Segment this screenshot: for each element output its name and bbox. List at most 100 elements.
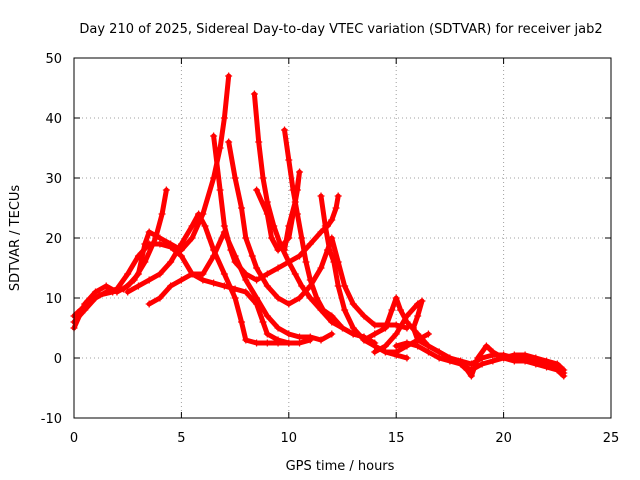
data-point-marker (242, 288, 250, 296)
data-point-marker (263, 210, 271, 218)
data-point-marker (156, 240, 164, 248)
y-tick-label: 10 (45, 292, 62, 307)
data-point-marker (259, 318, 267, 326)
data-point-marker (253, 186, 261, 194)
data-point-marker (371, 342, 379, 350)
data-point-marker (334, 192, 342, 200)
data-point-marker (330, 258, 338, 266)
data-point-marker (253, 276, 261, 284)
data-point-marker (306, 240, 314, 248)
data-point-marker (177, 252, 185, 260)
data-point-marker (145, 300, 153, 308)
data-point-marker (392, 330, 400, 338)
data-point-marker (220, 270, 228, 278)
data-point-marker (274, 264, 282, 272)
data-point-marker (296, 339, 304, 347)
data-point-marker (457, 360, 465, 368)
data-point-marker (349, 324, 357, 332)
data-point-marker (414, 336, 422, 344)
x-axis-label: GPS time / hours (286, 459, 395, 474)
data-point-marker (199, 276, 207, 284)
data-point-marker (381, 348, 389, 356)
data-point-marker (220, 114, 228, 122)
data-point-marker (371, 330, 379, 338)
data-point-marker (302, 258, 310, 266)
data-point-marker (199, 270, 207, 278)
data-point-marker (553, 366, 561, 374)
data-point-marker (210, 279, 218, 287)
data-point-marker (392, 342, 400, 350)
x-tick-label: 10 (281, 431, 298, 446)
data-point-marker (167, 240, 175, 248)
data-point-marker (510, 357, 518, 365)
data-point-marker (124, 282, 132, 290)
y-axis-label: SDTVAR / TECUs (8, 185, 23, 292)
data-point-marker (381, 342, 389, 350)
data-point-marker (285, 222, 293, 230)
data-point-marker (188, 222, 196, 230)
y-tick-label: 40 (45, 112, 62, 127)
data-point-marker (167, 258, 175, 266)
data-point-marker (81, 300, 89, 308)
data-point-marker (231, 174, 239, 182)
data-point-marker (281, 246, 289, 254)
data-point-marker (306, 333, 314, 341)
data-point-marker (145, 276, 153, 284)
data-point-marker (543, 363, 551, 371)
data-point-marker (156, 234, 164, 242)
data-point-marker (521, 357, 529, 365)
series-line (226, 139, 410, 331)
data-point-marker (392, 348, 400, 356)
data-point-marker (274, 339, 282, 347)
data-point-marker (263, 270, 271, 278)
data-point-marker (474, 354, 482, 362)
data-point-marker (253, 294, 261, 302)
data-point-marker (238, 318, 246, 326)
data-point-marker (328, 216, 336, 224)
data-point-marker (317, 264, 325, 272)
data-point-marker (259, 174, 267, 182)
data-point-marker (274, 294, 282, 302)
data-point-marker (227, 246, 235, 254)
data-point-marker (263, 339, 271, 347)
data-point-marker (467, 372, 475, 380)
data-point-marker (500, 354, 508, 362)
data-point-marker (326, 246, 334, 254)
data-point-marker (177, 240, 185, 248)
data-point-marker (210, 174, 218, 182)
data-point-marker (489, 348, 497, 356)
data-point-marker (263, 198, 271, 206)
series-track-3 (70, 72, 233, 332)
data-point-marker (478, 360, 486, 368)
data-point-marker (371, 321, 379, 329)
data-point-marker (424, 330, 432, 338)
data-point-marker (216, 186, 224, 194)
data-point-marker (424, 348, 432, 356)
data-point-marker (268, 234, 276, 242)
data-point-marker (339, 324, 346, 332)
data-point-marker (403, 339, 411, 347)
data-point-marker (489, 357, 497, 365)
data-point-marker (289, 210, 297, 218)
data-point-marker (435, 348, 443, 356)
data-point-marker (162, 186, 170, 194)
data-point-marker (296, 168, 304, 176)
data-point-marker (392, 294, 400, 302)
data-point-marker (225, 72, 233, 80)
data-point-marker (124, 270, 132, 278)
data-point-marker (195, 210, 203, 218)
series-track-10 (253, 168, 304, 254)
data-point-marker (319, 306, 327, 314)
data-point-marker (306, 294, 314, 302)
data-point-marker (156, 270, 164, 278)
y-tick-label: 30 (45, 172, 62, 187)
data-point-marker (532, 354, 540, 362)
data-point-marker (285, 258, 293, 266)
data-point-marker (274, 324, 282, 332)
data-point-marker (306, 276, 314, 284)
data-point-marker (285, 330, 293, 338)
data-point-marker (381, 324, 389, 332)
data-point-marker (242, 276, 250, 284)
data-point-marker (158, 210, 166, 218)
